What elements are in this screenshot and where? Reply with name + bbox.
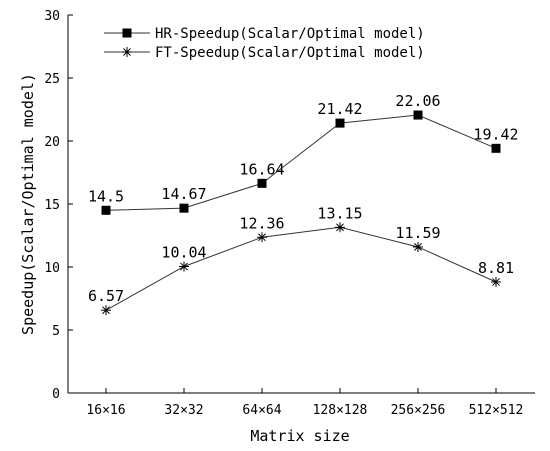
series-line [105, 114, 497, 211]
x-tick-label: 256×256 [391, 403, 446, 418]
x-tick-label: 512×512 [469, 403, 524, 418]
series-square: 14.5 14.67 16.64 21.42 22.06 19.42 [88, 92, 519, 215]
square-marker [179, 203, 189, 213]
data-label: 10.04 [161, 243, 206, 261]
square-marker [101, 205, 111, 215]
series-layer: 14.5 14.67 16.64 21.42 22.06 19.42 6.57 10.04 12… [88, 92, 519, 316]
legend-label: HR-Speedup(Scalar/Optimal model) [155, 26, 425, 42]
square-marker [413, 110, 423, 120]
y-tick-label: 5 [52, 324, 60, 339]
asterisk-marker [122, 47, 132, 57]
legend: HR-Speedup(Scalar/Optimal model) FT-Speed… [104, 26, 425, 61]
x-tick-label: 32×32 [164, 403, 203, 418]
square-marker [257, 178, 267, 188]
y-tick-label: 0 [52, 387, 60, 402]
y-tick-label: 30 [44, 9, 60, 24]
square-marker [335, 118, 345, 128]
legend-label: FT-Speedup(Scalar/Optimal model) [155, 45, 425, 61]
data-label: 19.42 [473, 125, 518, 143]
square-marker [122, 28, 132, 38]
data-label: 8.81 [478, 259, 514, 277]
legend-item: HR-Speedup(Scalar/Optimal model) [104, 26, 425, 42]
y-tick-label: 25 [44, 72, 60, 87]
asterisk-marker [257, 232, 267, 243]
data-label: 21.42 [317, 100, 362, 118]
asterisk-marker [335, 222, 345, 233]
y-ticks: 0 5 10 15 20 25 30 [44, 9, 73, 402]
data-label: 13.15 [317, 204, 362, 222]
legend-item: FT-Speedup(Scalar/Optimal model) [104, 45, 425, 61]
x-axis-title: Matrix size [250, 427, 349, 445]
data-label: 16.64 [239, 160, 284, 178]
data-label: 6.57 [88, 287, 124, 305]
series-asterisk: 6.57 10.04 12.36 13.15 11.59 8.81 [88, 204, 514, 316]
y-tick-label: 20 [44, 135, 60, 150]
y-tick-label: 15 [44, 198, 60, 213]
x-tick-label: 64×64 [242, 403, 281, 418]
x-ticks: 16×16 32×32 64×64 128×128 256×256 512×512 [86, 388, 523, 418]
data-label: 22.06 [395, 92, 440, 110]
asterisk-marker [491, 276, 501, 287]
data-label: 11.59 [395, 224, 440, 242]
x-tick-label: 128×128 [313, 403, 368, 418]
series-line [105, 226, 497, 311]
y-axis-title: Speedup(Scalar/Optimal model) [19, 73, 37, 335]
asterisk-marker [179, 261, 189, 272]
data-label: 14.67 [161, 185, 206, 203]
data-label: 14.5 [88, 187, 124, 205]
y-tick-label: 10 [44, 261, 60, 276]
asterisk-marker [101, 305, 111, 316]
axes [67, 15, 535, 394]
asterisk-marker [413, 241, 423, 252]
x-tick-label: 16×16 [86, 403, 125, 418]
data-label: 12.36 [239, 214, 284, 232]
square-marker [491, 143, 501, 153]
